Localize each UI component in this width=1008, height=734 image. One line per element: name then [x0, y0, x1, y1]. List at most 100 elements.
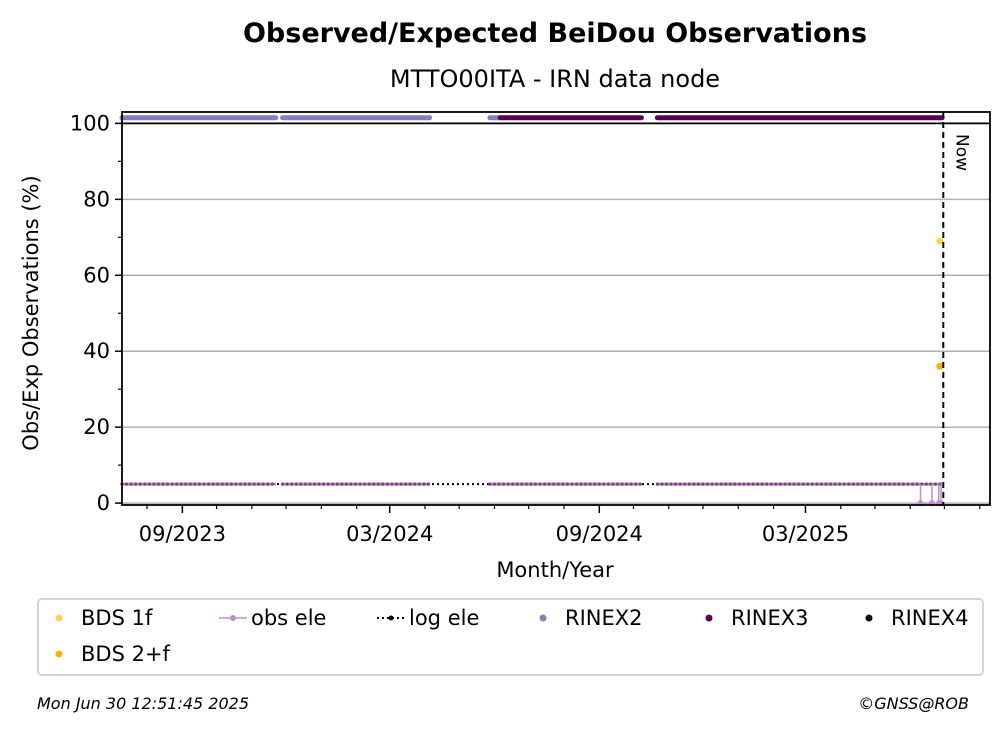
- obs-ele-marker: [161, 482, 165, 486]
- obs-ele-marker: [833, 482, 837, 486]
- obs-ele-marker: [426, 482, 431, 486]
- obs-ele-marker: [520, 482, 524, 486]
- x-axis-label: Month/Year: [496, 558, 614, 582]
- obs-ele-marker: [933, 482, 937, 486]
- obs-ele-marker: [165, 482, 170, 486]
- y-tick-label: 20: [83, 415, 110, 439]
- y-axis-label: Obs/Exp Observations (%): [19, 175, 43, 450]
- obs-ele-marker: [774, 482, 778, 486]
- x-tick-label: 03/2024: [346, 522, 433, 546]
- obs-ele-marker: [216, 482, 220, 486]
- legend-item: BDS 2+f: [49, 642, 170, 666]
- obs-ele-marker: [372, 482, 376, 486]
- y-tick-label: 0: [97, 491, 110, 515]
- legend-marker-icon: [377, 615, 405, 621]
- obs-ele-marker: [225, 482, 229, 486]
- now-label: Now: [951, 134, 971, 171]
- obs-ele-marker: [696, 482, 700, 486]
- obs-ele-marker: [381, 482, 385, 486]
- obs-ele-marker: [340, 482, 344, 486]
- obs-ele-marker: [404, 482, 408, 486]
- timestamp: Mon Jun 30 12:51:45 2025: [37, 694, 250, 713]
- obs-ele-marker: [399, 482, 403, 486]
- obs-ele-marker: [390, 482, 394, 486]
- obs-ele-marker: [746, 482, 751, 486]
- obs-ele-marker: [312, 482, 317, 486]
- obs-ele-marker: [266, 482, 270, 486]
- obs-ele-marker: [143, 482, 147, 486]
- obs-ele-marker: [719, 482, 723, 486]
- legend-marker-icon: [705, 614, 713, 622]
- obs-ele-marker: [705, 482, 710, 486]
- obs-ele-marker: [281, 482, 285, 486]
- obs-ele-marker: [728, 482, 732, 486]
- obs-ele-marker: [552, 482, 556, 486]
- obs-ele-marker: [570, 482, 574, 486]
- obs-ele-marker: [815, 482, 819, 486]
- obs-ele-marker: [888, 482, 892, 486]
- chart-subtitle: MTTO00ITA - IRN data node: [390, 65, 720, 93]
- obs-ele-marker: [901, 482, 906, 486]
- obs-ele-marker: [229, 482, 233, 486]
- obs-ele-marker: [170, 482, 174, 486]
- obs-ele-marker: [851, 482, 855, 486]
- obs-ele-marker: [561, 482, 565, 486]
- obs-ele-marker: [924, 482, 928, 486]
- obs-ele-marker: [806, 482, 810, 486]
- obs-ele-marker: [838, 482, 842, 486]
- axes-frame: [121, 111, 991, 506]
- obs-ele-marker: [765, 482, 769, 486]
- obs-ele-marker: [197, 482, 202, 486]
- obs-ele-marker: [620, 482, 624, 486]
- plot-area: Now: [119, 112, 971, 507]
- obs-ele-marker: [588, 482, 592, 486]
- obs-ele-marker: [602, 482, 606, 486]
- obs-ele-marker: [724, 482, 728, 486]
- x-tick-label: 03/2025: [762, 522, 849, 546]
- obs-ele-marker: [294, 482, 298, 486]
- obs-ele-marker: [906, 482, 910, 486]
- obs-ele-marker: [879, 482, 883, 486]
- obs-ele-marker: [615, 482, 620, 486]
- legend-marker-icon: [219, 615, 247, 621]
- legend-label: BDS 2+f: [81, 642, 170, 666]
- obs-ele-marker: [597, 482, 601, 486]
- obs-ele-marker: [629, 482, 633, 486]
- obs-ele-marker: [529, 482, 533, 486]
- obs-ele-marker: [303, 482, 307, 486]
- obs-ele-marker: [234, 482, 238, 486]
- obs-ele-marker: [892, 482, 896, 486]
- obs-ele-marker: [579, 482, 583, 486]
- legend-item: RINEX4: [859, 606, 969, 630]
- obs-ele-marker: [344, 482, 349, 486]
- y-tick-label: 40: [83, 339, 110, 363]
- legend-marker-icon: [865, 614, 873, 622]
- obs-ele-marker: [593, 482, 597, 486]
- obs-ele-marker: [742, 482, 746, 486]
- obs-ele-marker: [533, 482, 538, 486]
- legend-marker-icon: [539, 614, 547, 622]
- obs-ele-marker: [769, 482, 773, 486]
- obs-ele-marker: [538, 482, 542, 486]
- obs-ele-dip: [919, 484, 933, 504]
- obs-ele-marker: [638, 482, 642, 486]
- obs-ele-marker: [417, 482, 421, 486]
- obs-ele-marker: [760, 482, 764, 486]
- obs-ele-marker: [317, 482, 321, 486]
- obs-ele-marker: [243, 482, 247, 486]
- obs-ele-marker: [349, 482, 353, 486]
- obs-ele-marker: [669, 482, 673, 486]
- legend-label: RINEX3: [731, 606, 809, 630]
- obs-ele-marker: [124, 482, 129, 486]
- obs-ele-marker: [792, 482, 796, 486]
- legend-item: BDS 1f: [49, 606, 152, 630]
- obs-ele-marker: [220, 482, 224, 486]
- obs-ele-marker: [778, 482, 783, 486]
- obs-ele-marker: [897, 482, 901, 486]
- obs-ele-marker: [413, 482, 417, 486]
- obs-ele-marker: [335, 482, 339, 486]
- obs-ele-marker: [358, 482, 362, 486]
- x-tick-label: 09/2023: [139, 522, 226, 546]
- obs-ele-marker: [865, 482, 869, 486]
- obs-ele-marker: [331, 482, 335, 486]
